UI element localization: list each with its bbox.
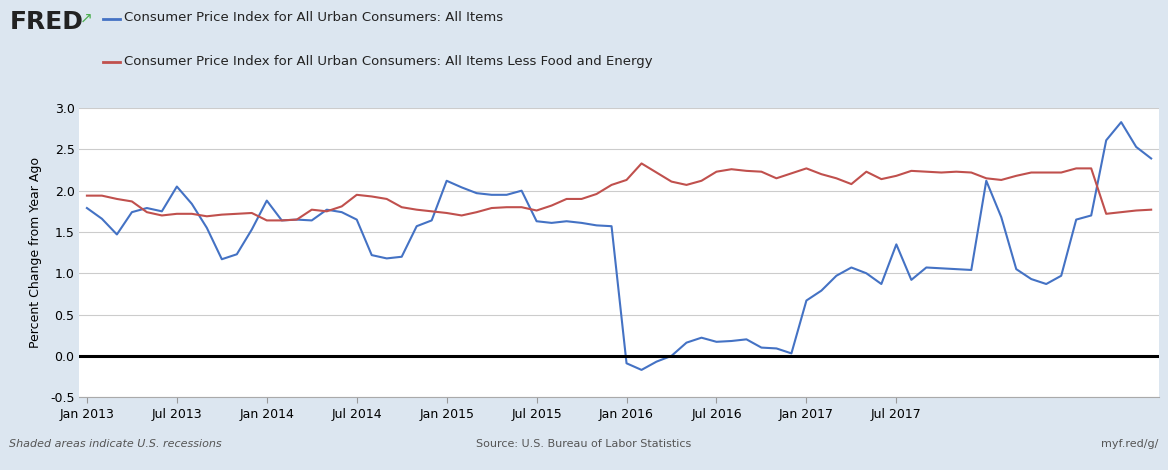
Text: myf.red/g/: myf.red/g/ — [1101, 439, 1159, 449]
Text: Consumer Price Index for All Urban Consumers: All Items: Consumer Price Index for All Urban Consu… — [124, 11, 503, 24]
Text: Consumer Price Index for All Urban Consumers: All Items Less Food and Energy: Consumer Price Index for All Urban Consu… — [124, 55, 653, 68]
Text: FRED: FRED — [9, 10, 83, 34]
Text: Source: U.S. Bureau of Labor Statistics: Source: U.S. Bureau of Labor Statistics — [477, 439, 691, 449]
Y-axis label: Percent Change from Year Ago: Percent Change from Year Ago — [29, 157, 42, 348]
Text: Shaded areas indicate U.S. recessions: Shaded areas indicate U.S. recessions — [9, 439, 222, 449]
Text: ↗: ↗ — [79, 10, 92, 25]
